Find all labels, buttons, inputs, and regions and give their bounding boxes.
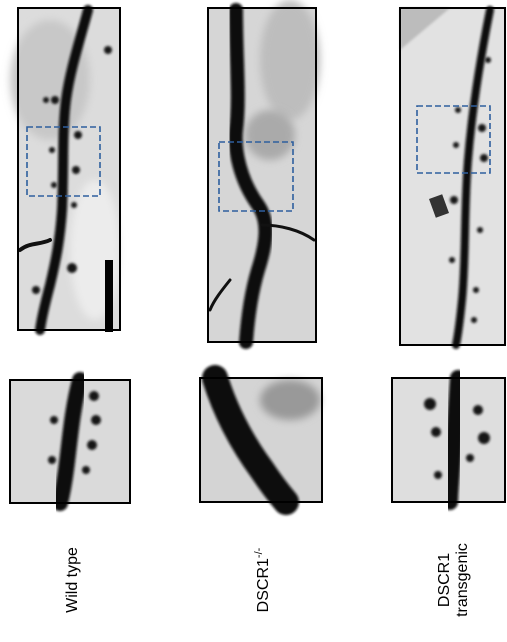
transgenic-overview <box>399 6 506 349</box>
texture <box>400 8 450 50</box>
inset-box <box>218 141 294 212</box>
wild-type-inset <box>9 372 131 511</box>
dendrite <box>228 3 273 349</box>
texture <box>260 0 320 120</box>
knockout-overview <box>207 0 320 349</box>
texture <box>260 380 320 420</box>
label-superscript: -/- <box>253 547 265 558</box>
label-text: DSCR1 <box>255 558 272 612</box>
panel-label: Wild type <box>64 547 81 613</box>
dendrite-branch <box>18 238 52 252</box>
panel-frame <box>199 377 323 503</box>
dendrite-branch <box>260 223 316 242</box>
image-background <box>400 8 505 345</box>
dendrite-branch <box>208 278 232 312</box>
texture <box>10 20 90 140</box>
transgenic-inset <box>391 370 506 510</box>
panel-label: transgenic <box>454 543 471 617</box>
scale-bar <box>105 260 113 332</box>
dendrite <box>442 370 466 510</box>
panel-frame <box>9 379 131 504</box>
knockout-inset <box>199 365 323 515</box>
spines <box>48 391 101 474</box>
texture <box>245 110 295 160</box>
dendrite <box>452 6 494 349</box>
spines <box>449 57 491 323</box>
spines <box>424 398 490 479</box>
dendrite <box>35 5 93 335</box>
artifact <box>429 194 449 218</box>
dendrite <box>202 365 299 515</box>
wild-type-overview <box>10 5 121 335</box>
panel-frame <box>391 377 506 503</box>
panel-frame <box>207 7 317 343</box>
panel-frame <box>17 7 121 331</box>
panel-label: DSCR1-/- <box>253 547 272 612</box>
panel-frame <box>399 7 506 346</box>
panel-label: DSCR1 <box>436 553 453 607</box>
spines <box>32 46 112 294</box>
inset-box <box>26 126 101 197</box>
inset-box <box>416 105 491 174</box>
dendrite <box>52 372 88 511</box>
